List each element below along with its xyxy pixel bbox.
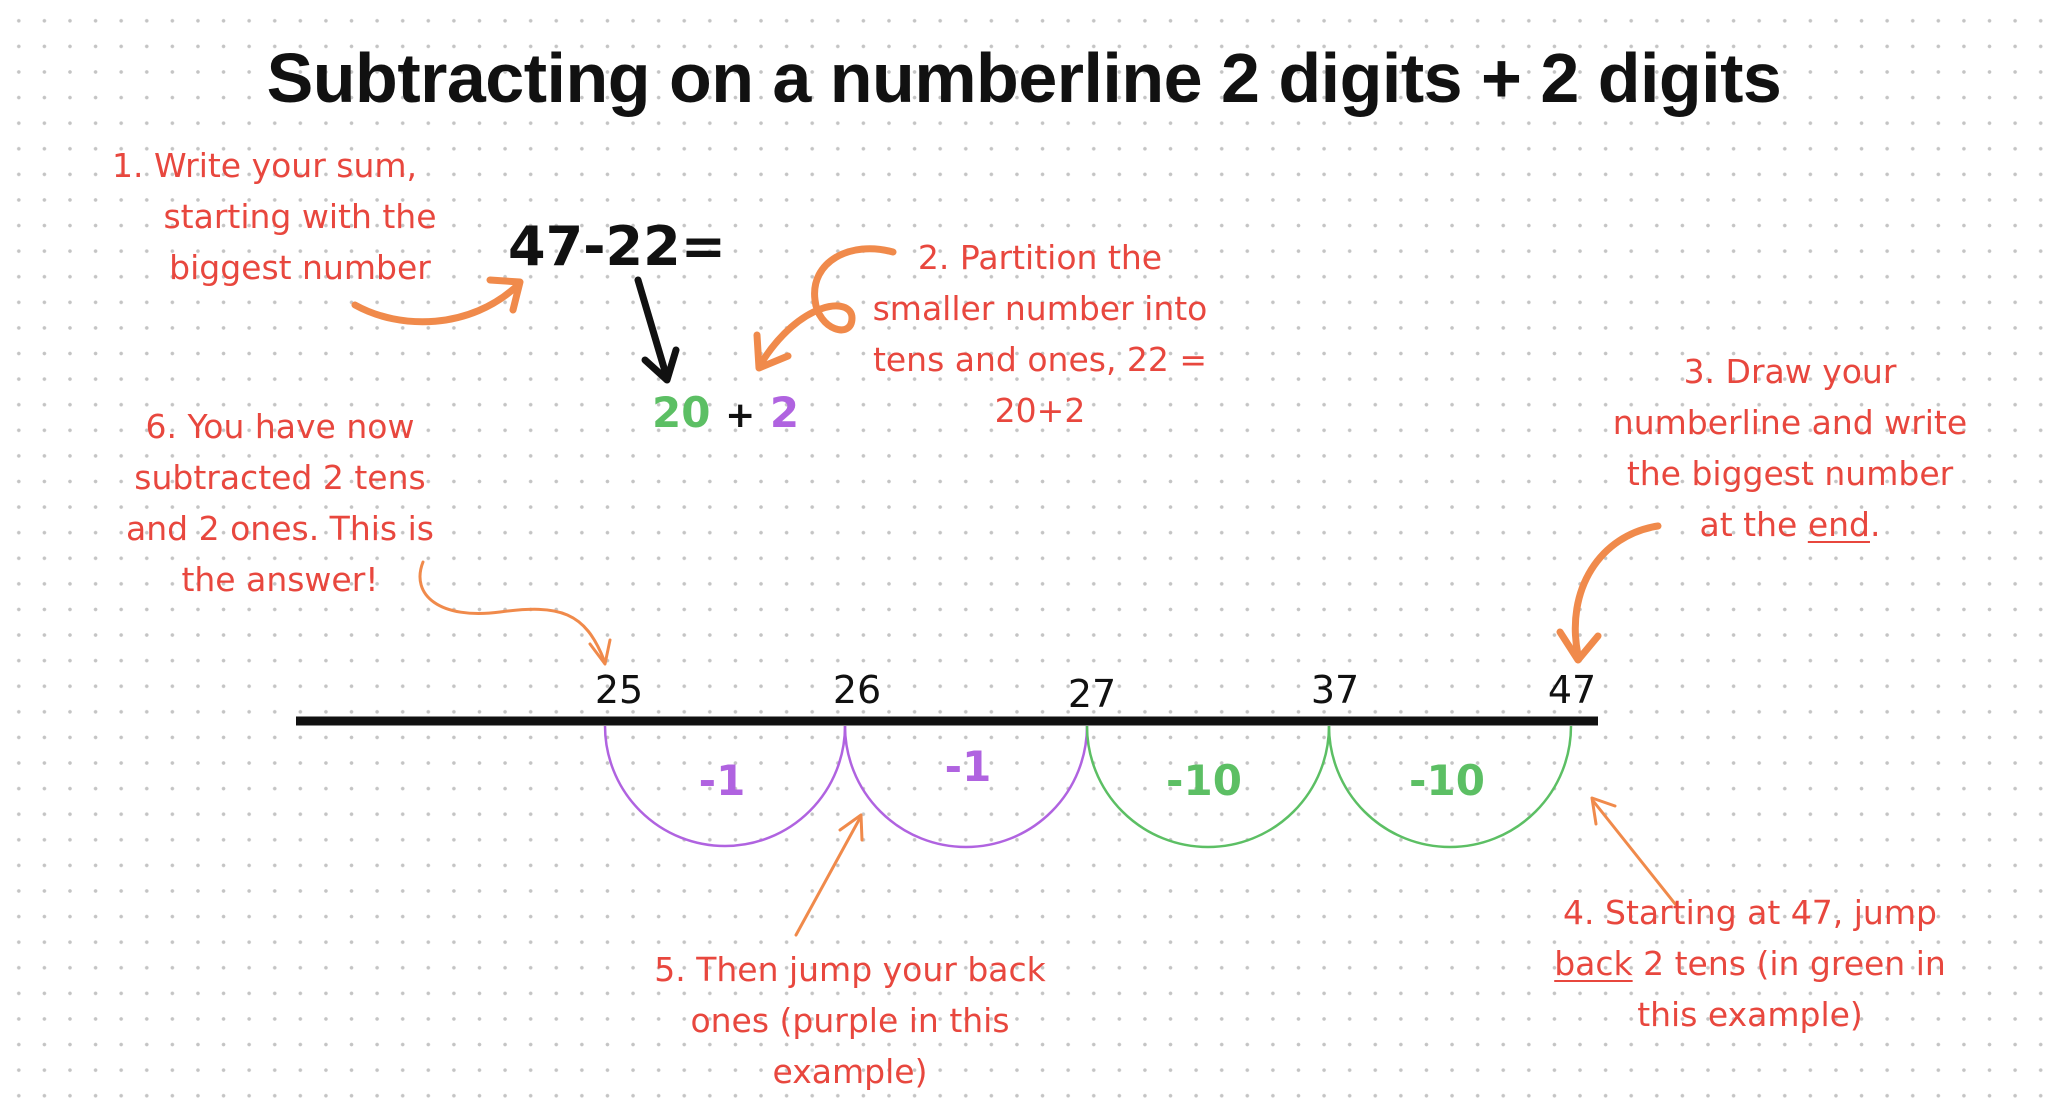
tick-label: 37 (1310, 668, 1360, 712)
step2-line1: 2. Partition the (917, 238, 1163, 277)
step6-line2: subtracted 2 tens (134, 458, 426, 497)
step3-underlined-end: end (1807, 505, 1870, 544)
step3-line4-post: . (1869, 505, 1881, 544)
arrow-icon-step6 (418, 560, 612, 666)
step1-note: 1. Write your sum, starting with the big… (100, 140, 500, 293)
step3-line2: numberline and write (1612, 403, 1968, 442)
step5-note: 5. Then jump your back ones (purple in t… (620, 944, 1080, 1097)
step1-line3: biggest number (169, 248, 431, 287)
step3-line4-pre: at the (1699, 505, 1808, 544)
down-arrow-icon (634, 276, 680, 384)
jump-arc-tens-2 (1327, 725, 1573, 849)
step6-note: 6. You have now subtracted 2 tens and 2 … (100, 401, 460, 605)
step1-line2: starting with the (163, 197, 437, 236)
step6-line1: 6. You have now (145, 407, 415, 446)
partition-ones: 2 (769, 388, 800, 437)
step3-line3: the biggest number (1626, 454, 1954, 493)
arrow-icon-step5 (794, 813, 864, 937)
arrow-icon-step3 (1556, 522, 1662, 664)
step5-line1: 5. Then jump your back (654, 950, 1046, 989)
step1-line1: 1. Write your sum, (112, 146, 418, 185)
step3-note: 3. Draw your numberline and write the bi… (1570, 346, 2010, 550)
step6-line3: and 2 ones. This is (126, 509, 434, 548)
step2-line4: 20+2 (994, 391, 1086, 430)
sum-expression: 47-22= (508, 215, 726, 278)
jump-label: -10 (1166, 756, 1242, 805)
arrow-icon-step2 (753, 245, 897, 372)
jump-arc-ones-1 (603, 725, 847, 848)
step4-underlined-back: back (1554, 944, 1633, 983)
step3-line4: at the end. (1570, 499, 2010, 550)
step5-line3: example) (772, 1052, 928, 1091)
jump-arc-ones-2 (843, 725, 1089, 849)
jump-label: -1 (944, 742, 992, 791)
step6-line4: the answer! (181, 560, 379, 599)
step4-line2-post: 2 tens (in green in (1632, 944, 1946, 983)
step2-note: 2. Partition the smaller number into ten… (830, 232, 1250, 436)
arrow-icon-step1 (351, 276, 524, 326)
step2-line3: tens and ones, 22 = (872, 340, 1208, 379)
step4-line3: this example) (1637, 995, 1863, 1034)
tick-label: 27 (1067, 672, 1117, 716)
step3-line1: 3. Draw your (1683, 352, 1897, 391)
step4-line2: back 2 tens (in green in (1500, 938, 2000, 989)
tick-label: 47 (1547, 668, 1597, 712)
partition-plus: + (725, 395, 756, 436)
jump-label: -10 (1409, 756, 1485, 805)
arrow-icon-step4 (1590, 796, 1678, 907)
partition-expression: 20 + 2 (652, 388, 799, 437)
step4-note: 4. Starting at 47, jump back 2 tens (in … (1500, 887, 2000, 1040)
tick-label: 25 (594, 668, 644, 712)
tick-label: 26 (832, 668, 882, 712)
partition-tens: 20 (652, 388, 711, 437)
step4-line1: 4. Starting at 47, jump (1563, 893, 1937, 932)
step5-line2: ones (purple in this (690, 1001, 1010, 1040)
jump-label: -1 (698, 756, 746, 805)
jump-arc-tens-1 (1085, 725, 1331, 849)
step2-line2: smaller number into (872, 289, 1208, 328)
page-title: Subtracting on a numberline 2 digits + 2… (266, 39, 1782, 117)
